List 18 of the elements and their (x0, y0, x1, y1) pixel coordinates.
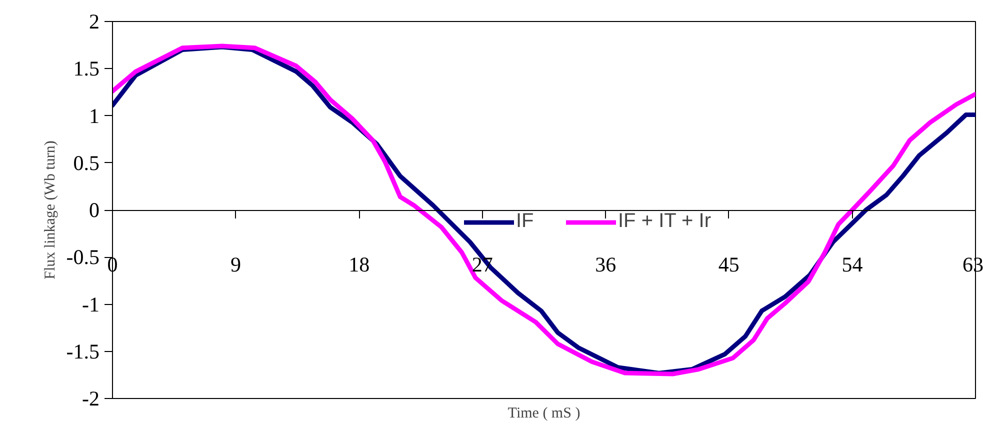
y-tick-label: -0.5 (66, 245, 100, 270)
legend-label: IF (516, 210, 535, 233)
y-tick-label: 1.5 (73, 56, 100, 81)
legend-label: IF + IT + Ir (618, 210, 711, 233)
y-tick-label: 0 (89, 198, 100, 222)
y-tick-label: -1.5 (66, 339, 100, 364)
x-tick-label: 54 (842, 252, 864, 276)
y-tick-label: -1 (82, 292, 100, 316)
y-tick-label: 2 (89, 10, 100, 34)
y-axis-title: Flux linkage (Wb turn) (42, 140, 58, 280)
x-axis-title: Time ( mS ) (508, 406, 580, 422)
x-tick-label: 9 (230, 252, 242, 276)
y-tick-label: 1 (89, 104, 100, 128)
y-tick-label: -2 (82, 386, 100, 410)
x-tick-label: 36 (595, 252, 616, 276)
x-tick-label: 45 (718, 252, 740, 276)
x-tick-label: 18 (348, 252, 370, 276)
y-tick-label: 0.5 (73, 150, 100, 175)
